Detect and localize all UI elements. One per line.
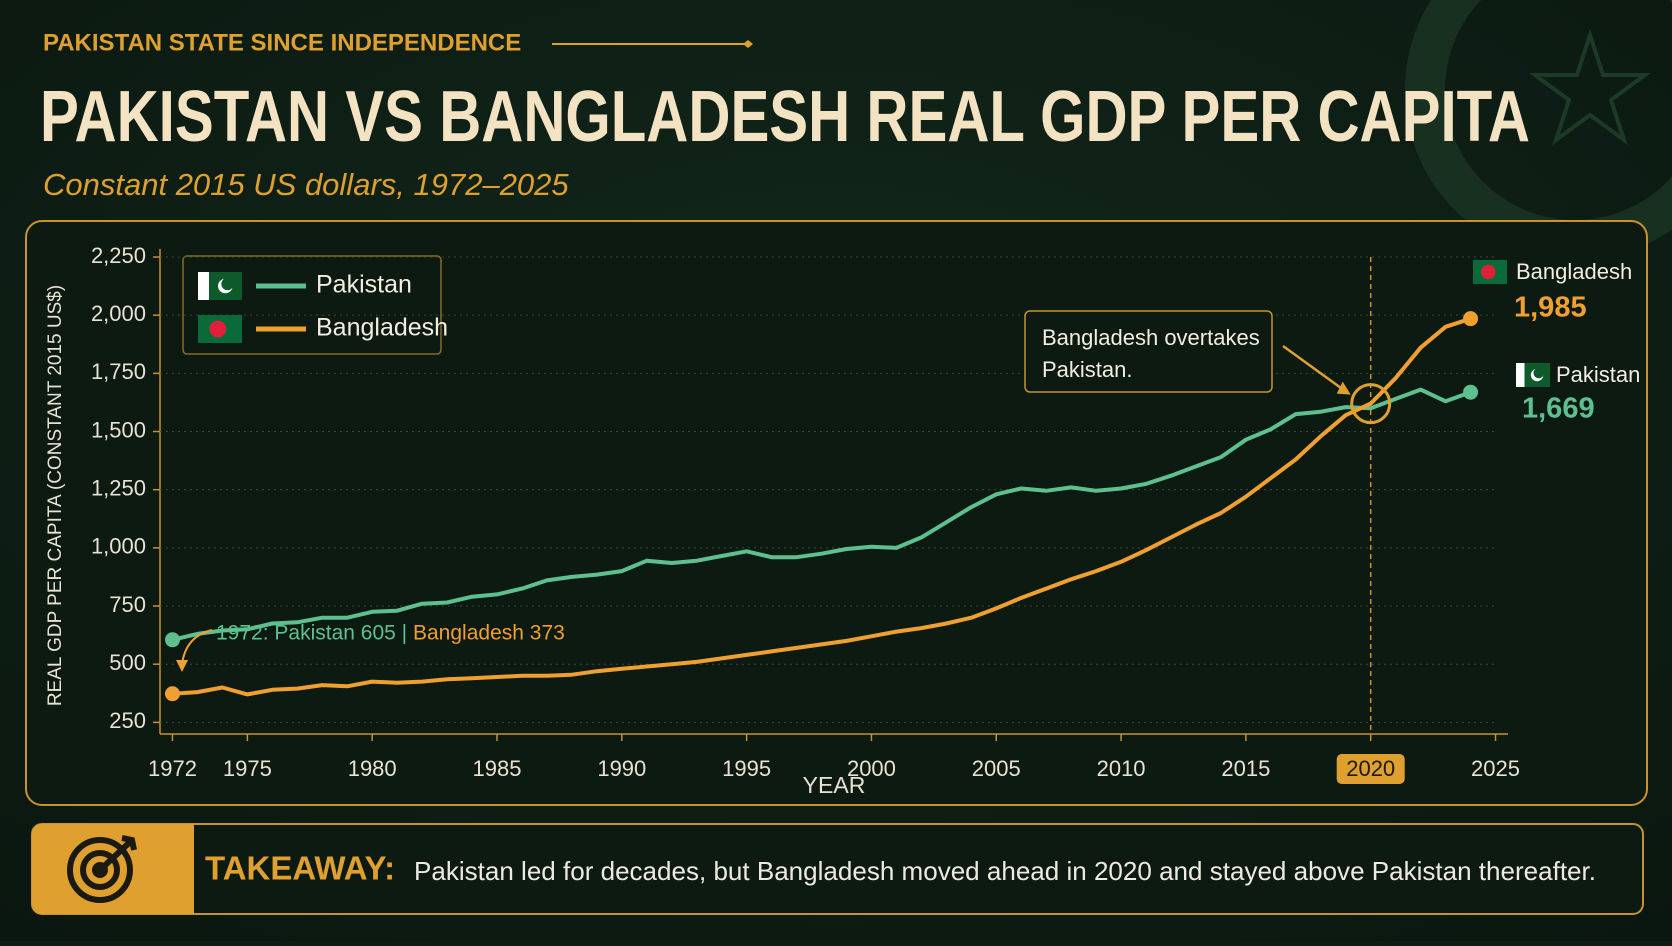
x-tick-label: 2015 (1221, 756, 1270, 781)
star-decoration (1528, 28, 1652, 146)
x-tick-label: 1985 (473, 756, 522, 781)
y-tick-label: 750 (109, 592, 146, 617)
annotation: Bangladesh 373 (413, 622, 565, 645)
end-point (164, 632, 180, 648)
chart-subtitle: Constant 2015 US dollars, 1972–2025 (43, 167, 569, 202)
bangladesh-flag (1473, 260, 1507, 284)
series-line (172, 316, 1472, 697)
kicker-diamond (743, 40, 753, 48)
series-line (172, 387, 1472, 642)
end-label-name: Bangladesh (1516, 259, 1632, 284)
flag-disc (1481, 264, 1496, 280)
annotation-arrowhead (176, 660, 188, 672)
y-axis-label: REAL GDP PER CAPITA (CONSTANT 2015 US$) (45, 285, 66, 706)
legend-box (182, 255, 442, 355)
x-tick-label: 2005 (972, 756, 1021, 781)
y-tick-label: 1,750 (91, 359, 146, 384)
callout-arrowhead (1336, 381, 1351, 395)
annotation-arrow (181, 629, 213, 665)
annotation: 1972: Pakistan 605 | (216, 622, 407, 645)
x-tick-label: 1980 (348, 756, 397, 781)
flag-disc (209, 320, 227, 338)
legend-label: Bangladesh (316, 314, 448, 342)
callout-text: Bangladesh overtakes (1042, 325, 1260, 350)
x-tick-label: 1995 (722, 756, 771, 781)
end-point (164, 686, 180, 702)
callout-text: Pakistan. (1042, 357, 1133, 382)
x-tick-highlight (1336, 754, 1405, 784)
bangladesh-flag (198, 315, 242, 343)
end-point (1463, 384, 1479, 400)
takeaway-text: Pakistan led for decades, but Bangladesh… (414, 856, 1596, 886)
x-tick-label: 1975 (223, 756, 272, 781)
y-tick-label: 1,000 (91, 534, 146, 559)
x-tick-label: 2010 (1097, 756, 1146, 781)
x-axis-label: YEAR (803, 772, 866, 798)
y-tick-label: 2,250 (91, 243, 146, 268)
crossover-ring (1350, 383, 1392, 425)
y-tick-label: 1,500 (91, 417, 146, 442)
chart-title: PAKISTAN VS BANGLADESH REAL GDP PER CAPI… (40, 77, 1530, 157)
y-tick-label: 2,000 (91, 301, 146, 326)
end-label-name: Pakistan (1556, 362, 1640, 387)
y-tick-label: 250 (109, 708, 146, 733)
callout-box (1024, 310, 1273, 393)
flag-crescent-cut (1533, 367, 1545, 379)
pakistan-flag (1516, 363, 1550, 387)
y-tick-label: 500 (109, 650, 146, 675)
end-value-label: 1,985 (1514, 292, 1587, 324)
kicker: PAKISTAN STATE SINCE INDEPENDENCE (43, 29, 521, 56)
end-point (1463, 311, 1479, 327)
legend-label: Pakistan (316, 271, 412, 299)
x-tick-label: 2020 (1346, 756, 1395, 781)
pakistan-flag (198, 272, 242, 300)
callout-arrow (1282, 344, 1350, 395)
x-tick-label: 2025 (1471, 756, 1520, 781)
target-icon (67, 835, 137, 903)
takeaway-icon-bg (32, 824, 194, 914)
y-tick-label: 1,250 (91, 475, 146, 500)
flag-crescent-cut (221, 277, 234, 291)
x-tick-label: 1990 (597, 756, 646, 781)
x-tick-label: 2000 (847, 756, 896, 781)
x-tick-label: 1972 (148, 756, 197, 781)
end-value-label: 1,669 (1522, 393, 1595, 425)
takeaway-label: TAKEAWAY: (205, 850, 395, 887)
